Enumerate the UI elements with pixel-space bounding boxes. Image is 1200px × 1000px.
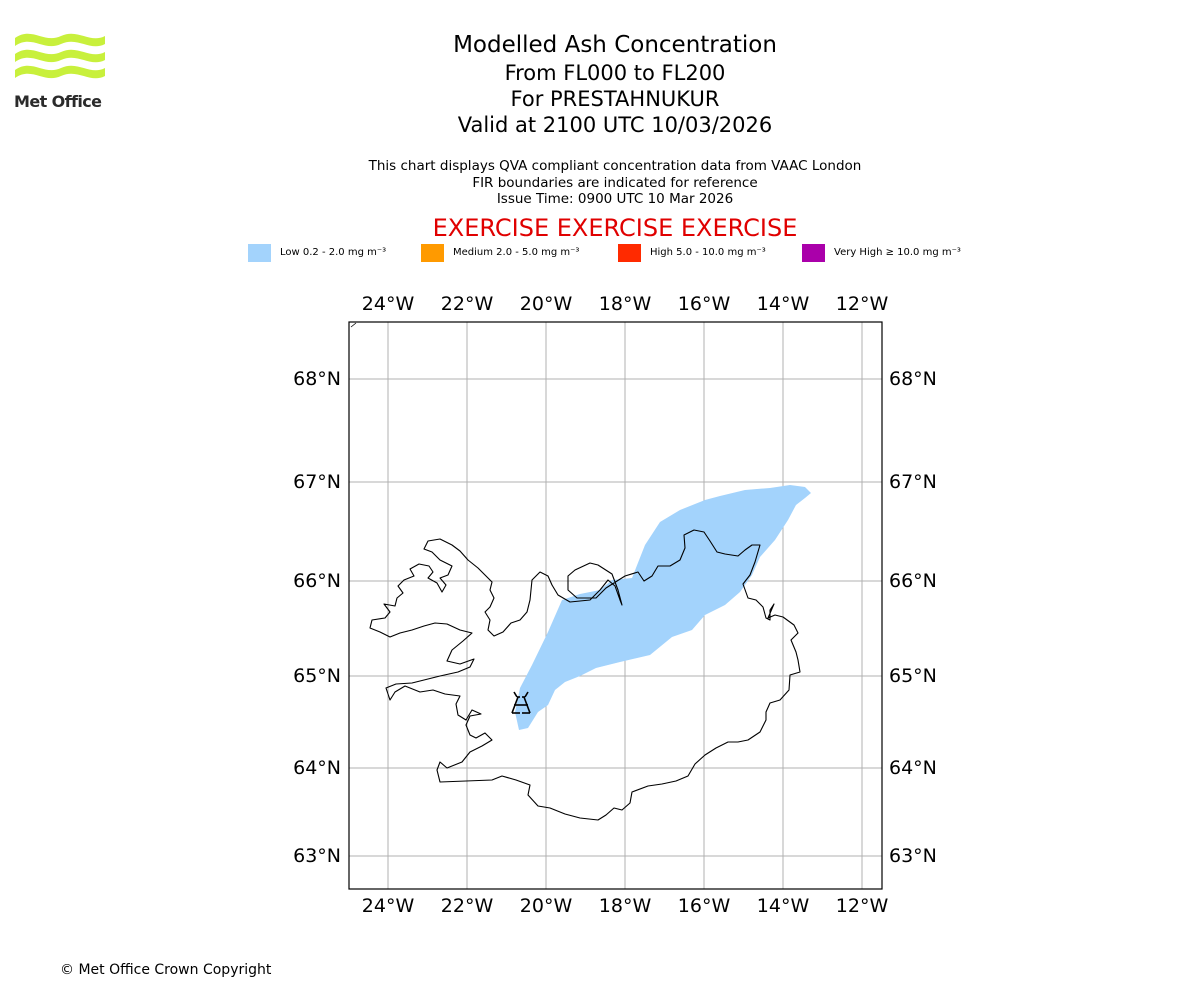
lat-label-66n-right: 66°N [889, 570, 937, 592]
lon-label-20w-bottom: 20°W [520, 895, 573, 917]
lon-label-16w-bottom: 16°W [678, 895, 731, 917]
lon-label-22w-bottom: 22°W [441, 895, 494, 917]
lon-label-14w-top: 14°W [757, 293, 810, 315]
met-office-waves-icon [15, 33, 105, 79]
lon-label-18w-bottom: 18°W [599, 895, 652, 917]
legend-label-medium: Medium 2.0 - 5.0 mg m⁻³ [453, 247, 580, 258]
legend-swatch-very-high [802, 244, 825, 262]
legend-label-very-high: Very High ≥ 10.0 mg m⁻³ [834, 247, 961, 258]
lon-label-18w-top: 18°W [599, 293, 652, 315]
chart-title: Modelled Ash Concentration [453, 32, 777, 58]
lat-label-68n-right: 68°N [889, 368, 937, 390]
lon-label-12w-top: 12°W [836, 293, 889, 315]
lon-labels-bottom: 24°W 22°W 20°W 18°W 16°W 14°W 12°W [362, 895, 889, 917]
legend-swatch-high [618, 244, 641, 262]
map-frame [348, 321, 883, 890]
volcano-name: For PRESTAHNUKUR [510, 87, 720, 111]
legend-label-high: High 5.0 - 10.0 mg m⁻³ [650, 247, 766, 258]
chart-info: This chart displays QVA compliant concen… [0, 158, 1200, 208]
lon-labels-top: 24°W 22°W 20°W 18°W 16°W 14°W 12°W [362, 293, 889, 315]
lon-label-22w-top: 22°W [441, 293, 494, 315]
lat-label-63n-right: 63°N [889, 845, 937, 867]
valid-time: Valid at 2100 UTC 10/03/2026 [457, 113, 773, 137]
lon-label-20w-top: 20°W [520, 293, 573, 315]
legend: Low 0.2 - 2.0 mg m⁻³ Medium 2.0 - 5.0 mg… [0, 244, 1200, 264]
brand-name: Met Office [14, 92, 102, 111]
lat-labels-left: 68°N 67°N 66°N 65°N 64°N 63°N [293, 368, 341, 867]
legend-swatch-medium [421, 244, 444, 262]
lat-label-64n-left: 64°N [293, 757, 341, 779]
info-line-qva: This chart displays QVA compliant concen… [368, 158, 862, 174]
lon-label-24w-bottom: 24°W [362, 895, 415, 917]
ash-cloud-low [515, 485, 811, 730]
lon-label-16w-top: 16°W [678, 293, 731, 315]
flight-level-range: From FL000 to FL200 [504, 61, 726, 85]
lat-label-65n-right: 65°N [889, 665, 937, 687]
lat-label-66n-left: 66°N [293, 570, 341, 592]
lon-label-12w-bottom: 12°W [836, 895, 889, 917]
lat-label-64n-right: 64°N [889, 757, 937, 779]
lat-label-68n-left: 68°N [293, 368, 341, 390]
lat-label-65n-left: 65°N [293, 665, 341, 687]
lat-label-67n-left: 67°N [293, 471, 341, 493]
lat-label-67n-right: 67°N [889, 471, 937, 493]
lat-label-63n-left: 63°N [293, 845, 341, 867]
map-graticule [349, 322, 882, 889]
copyright-notice: © Met Office Crown Copyright [60, 962, 272, 978]
map-corner-mark [350, 322, 357, 328]
lat-labels-right: 68°N 67°N 66°N 65°N 64°N 63°N [889, 368, 937, 867]
legend-label-low: Low 0.2 - 2.0 mg m⁻³ [280, 247, 387, 258]
lon-label-14w-bottom: 14°W [757, 895, 810, 917]
lon-label-24w-top: 24°W [362, 293, 415, 315]
iceland-coastline [369, 529, 801, 821]
info-line-issue-time: Issue Time: 0900 UTC 10 Mar 2026 [496, 191, 734, 207]
legend-swatch-low [248, 244, 271, 262]
met-office-logo: Met Office [14, 30, 108, 112]
info-line-fir: FIR boundaries are indicated for referen… [472, 174, 758, 191]
volcano-icon [511, 691, 531, 714]
chart-titles: Modelled Ash Concentration From FL000 to… [0, 30, 1200, 138]
exercise-banner: EXERCISE EXERCISE EXERCISE [432, 214, 798, 242]
